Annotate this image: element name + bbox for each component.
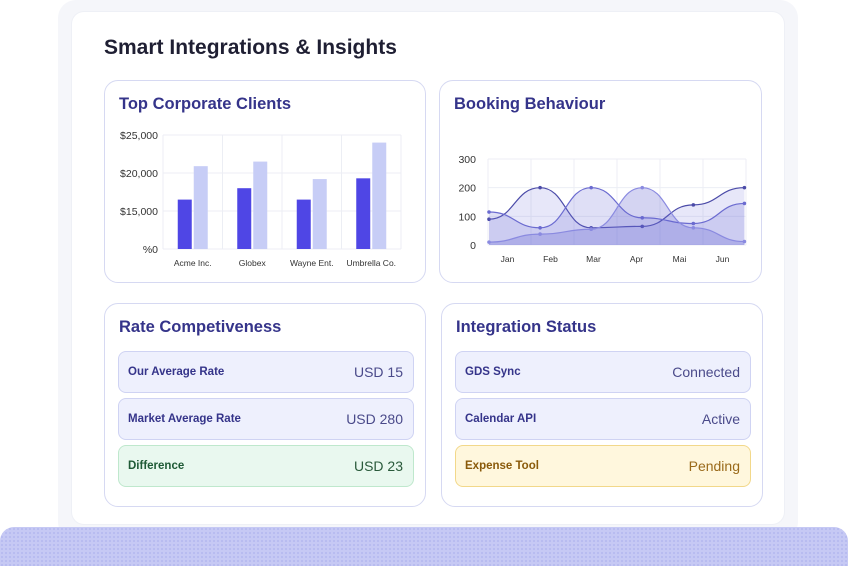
bar-x-label: Acme Inc. [174, 258, 212, 268]
area-x-label: Apr [630, 254, 643, 264]
bar-x-label: Globex [239, 258, 267, 268]
area-point [538, 226, 542, 230]
bar-x-label: Wayne Ent. [290, 258, 334, 268]
bar-x-label: Umbrella Co. [346, 258, 396, 268]
integration-status-card: Integration Status GDS Sync Connected Ca… [441, 303, 763, 507]
area-fill-series-3 [489, 187, 745, 245]
calendar-api-status: Active [701, 411, 740, 427]
bar-primary [356, 178, 371, 249]
decorative-wave-band [0, 527, 848, 566]
area-y-tick: 200 [458, 183, 476, 195]
area-point [742, 239, 747, 244]
booking-behaviour-chart: 300 200 100 0 Jan Feb Mar Apr Mai Jun [458, 154, 747, 264]
bar-secondary [372, 142, 387, 249]
area-point [742, 201, 747, 206]
area-point [742, 185, 747, 190]
area-y-tick: 100 [458, 211, 476, 223]
area-line-series-2 [488, 187, 745, 229]
bar-primary [177, 199, 192, 249]
area-point [538, 185, 542, 190]
area-point [487, 217, 491, 221]
area-x-label: Mar [586, 254, 601, 264]
expense-tool-row: Expense Tool Pending [455, 445, 751, 487]
difference-value: USD 23 [353, 458, 403, 474]
our-average-rate-value: USD 15 [353, 364, 403, 380]
area-point [589, 185, 593, 190]
our-average-rate-label: Our Average Rate [128, 366, 225, 378]
area-y-tick: 0 [470, 240, 476, 252]
area-point [640, 215, 645, 220]
area-point [487, 240, 491, 244]
area-point [640, 185, 645, 190]
page-title: Smart Integrations & Insights [104, 36, 397, 59]
area-fill-series-1 [489, 187, 745, 245]
bar-y-tick: $25,000 [120, 130, 158, 142]
bar-primary [237, 188, 252, 249]
bar-secondary [312, 179, 327, 249]
area-line-series-1 [488, 187, 745, 229]
area-x-label: Jan [501, 254, 515, 264]
integration-status-title: Integration Status [456, 318, 597, 336]
area-x-label: Feb [543, 254, 558, 264]
top-clients-title: Top Corporate Clients [119, 95, 292, 113]
area-x-label: Jun [716, 254, 730, 264]
bar-y-tick: %0 [143, 244, 158, 256]
area-fill-series-2 [489, 187, 745, 245]
area-point [691, 226, 696, 230]
area-x-label: Mai [673, 254, 687, 264]
area-point [640, 224, 645, 229]
bar-primary [296, 199, 311, 249]
market-average-rate-label: Market Average Rate [128, 413, 241, 425]
gds-sync-row: GDS Sync Connected [455, 351, 751, 393]
rate-competiveness-title: Rate Competiveness [119, 318, 282, 336]
area-point [691, 221, 696, 226]
difference-label: Difference [128, 460, 185, 472]
gds-sync-label: GDS Sync [465, 366, 521, 378]
area-point [589, 227, 593, 232]
bar-y-tick: $20,000 [120, 168, 158, 180]
expense-tool-label: Expense Tool [465, 460, 539, 472]
bar-secondary [193, 166, 208, 249]
booking-behaviour-title: Booking Behaviour [454, 95, 606, 113]
area-point [487, 210, 491, 214]
area-point [538, 232, 542, 236]
expense-tool-status: Pending [688, 458, 740, 474]
our-average-rate-row: Our Average Rate USD 15 [118, 351, 414, 393]
market-average-rate-value: USD 280 [346, 411, 403, 427]
top-clients-card: Top Corporate Clients $25,000 $20,000 $15,… [104, 80, 426, 283]
bar-secondary [253, 161, 268, 249]
top-clients-bar-chart: $25,000 $20,000 $15,000 %0 Acme Inc. Globex Wa… [120, 130, 402, 268]
gds-sync-status: Connected [672, 364, 740, 380]
rate-competiveness-card: Rate Competiveness Our Average Rate USD … [104, 303, 426, 507]
booking-behaviour-card: Booking Behaviour 300 200 100 0 Jan Feb Mar Apr… [439, 80, 762, 283]
market-average-rate-row: Market Average Rate USD 280 [118, 398, 414, 440]
calendar-api-label: Calendar API [465, 413, 537, 425]
difference-row: Difference USD 23 [118, 445, 414, 487]
bar-y-tick: $15,000 [120, 206, 158, 218]
area-y-tick: 300 [458, 154, 476, 166]
calendar-api-row: Calendar API Active [455, 398, 751, 440]
area-point [691, 203, 696, 207]
